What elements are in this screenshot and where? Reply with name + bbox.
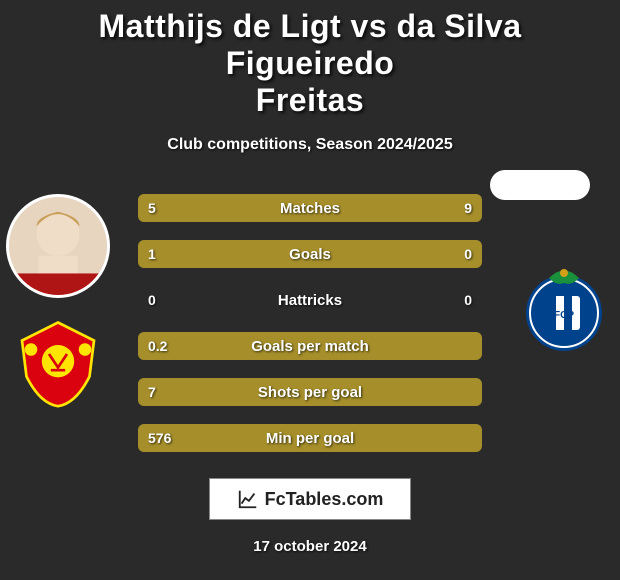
- chart-icon: [237, 488, 259, 510]
- stat-row: 10Goals: [138, 240, 482, 268]
- stat-row: 7Shots per goal: [138, 378, 482, 406]
- manutd-crest-icon: [13, 318, 103, 408]
- fcporto-crest-icon: FCP: [514, 258, 614, 358]
- bar-fill-left: [138, 332, 482, 360]
- stat-value-left: 0: [138, 286, 166, 314]
- right-player-block: FCP: [514, 194, 614, 358]
- stat-row: 576Min per goal: [138, 424, 482, 452]
- subtitle: Club competitions, Season 2024/2025: [0, 136, 620, 154]
- left-player-avatar: [6, 194, 110, 298]
- left-club-badge: [13, 318, 103, 408]
- watermark-text: FcTables.com: [265, 489, 384, 510]
- bar-fill-left: [138, 240, 482, 268]
- left-player-block: [6, 194, 110, 408]
- watermark-badge: FcTables.com: [209, 478, 411, 520]
- title-line2: Freitas: [256, 82, 364, 118]
- person-icon: [9, 196, 107, 296]
- stat-bars: 59Matches 10Goals 0 0Hattricks 0.2Goals per …: [138, 194, 482, 452]
- bar-fill-left: [138, 424, 482, 452]
- bar-fill-left: [138, 378, 482, 406]
- svg-text:FCP: FCP: [554, 310, 574, 321]
- stat-label: Hattricks: [138, 286, 482, 314]
- page-title: Matthijs de Ligt vs da Silva Figueiredo …: [0, 0, 620, 118]
- stat-row: 0.2Goals per match: [138, 332, 482, 360]
- stat-row: 0 0Hattricks: [138, 286, 482, 314]
- bar-fill: [138, 194, 482, 222]
- stat-value-right: 0: [454, 286, 482, 314]
- comparison-panel: FCP 59Matches 10Goals 0 0Hattricks 0.2Goals …: [0, 194, 620, 452]
- title-line1: Matthijs de Ligt vs da Silva Figueiredo: [99, 8, 522, 81]
- right-club-badge: FCP: [514, 258, 614, 358]
- comparison-date: 17 october 2024: [0, 538, 620, 555]
- stat-row: 59Matches: [138, 194, 482, 222]
